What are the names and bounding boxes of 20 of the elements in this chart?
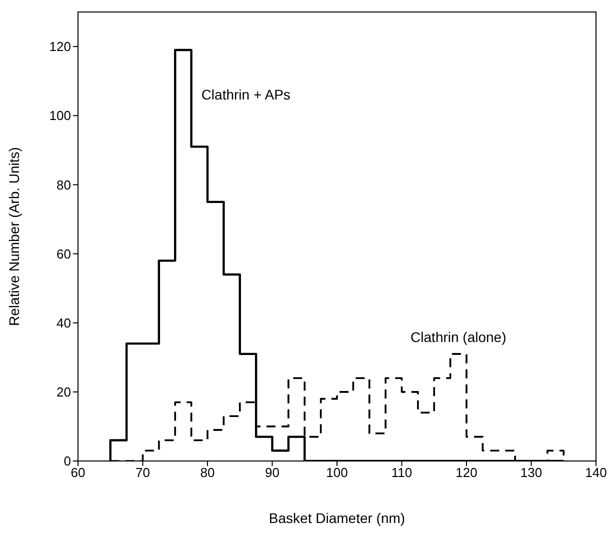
y-tick-label: 20 (56, 384, 71, 400)
y-tick-label: 40 (56, 315, 71, 330)
x-tick-label: 80 (200, 465, 215, 480)
y-tick-label: 80 (56, 177, 71, 192)
x-tick-label: 90 (265, 465, 280, 480)
y-tick-label: 0 (64, 454, 71, 469)
x-tick-label: 100 (326, 465, 348, 480)
series-label: Clathrin (alone) (410, 328, 506, 345)
x-tick-label: 60 (70, 465, 86, 480)
series-label: Clathrin + APs (201, 86, 290, 102)
y-tick-label: 120 (49, 39, 71, 54)
x-tick-label: 110 (391, 465, 412, 480)
x-tick-label: 120 (456, 465, 478, 480)
x-tick-label: 140 (585, 465, 607, 480)
y-axis-title: Relative Number (Arb. Units) (6, 147, 22, 326)
y-tick-label: 100 (49, 108, 71, 124)
y-tick-label: 60 (56, 246, 71, 262)
x-tick-label: 70 (136, 465, 150, 480)
x-axis-title: Basket Diameter (nm) (268, 510, 406, 526)
x-tick-label: 130 (520, 465, 542, 480)
